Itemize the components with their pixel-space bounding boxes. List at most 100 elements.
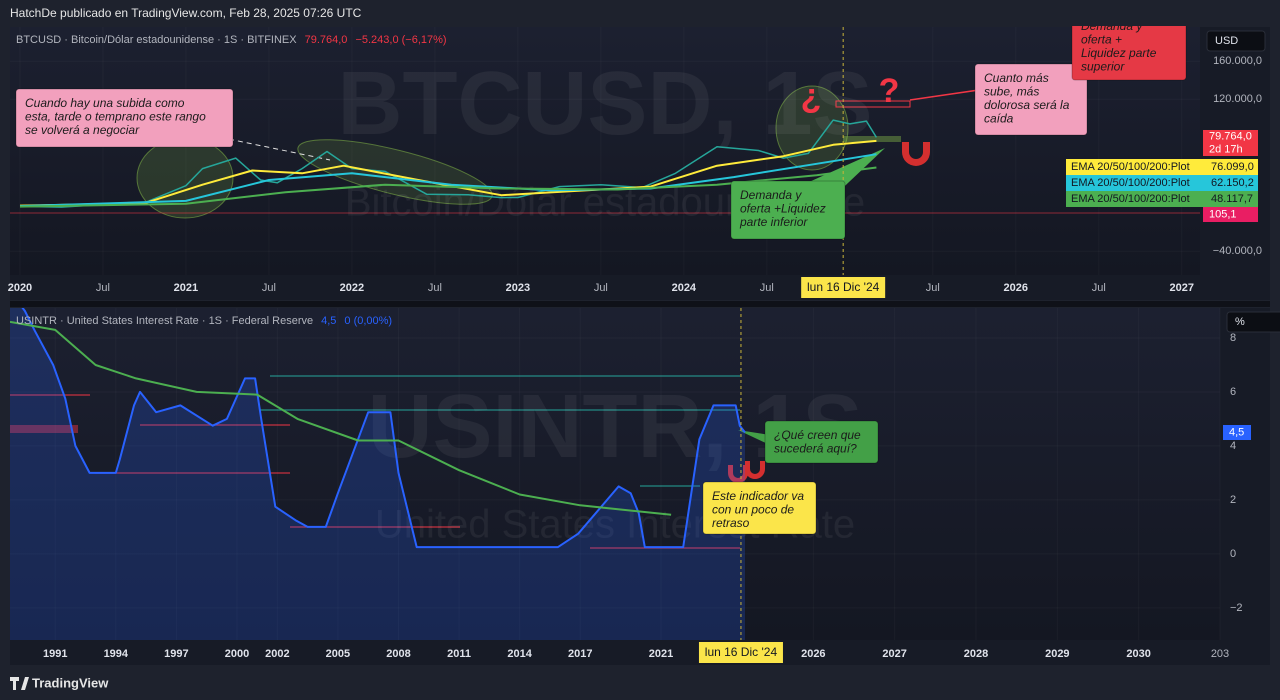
- y-tick-label: 120.000,0: [1213, 93, 1262, 105]
- x-tick-label: 2000: [225, 648, 249, 660]
- symbol: ¿: [801, 77, 822, 115]
- x-tick-label: 2021: [649, 648, 673, 660]
- x-tick-label: 2002: [265, 648, 289, 660]
- annotation-text: Cuanto más: [984, 71, 1049, 85]
- x-tick-label: 2021: [174, 282, 198, 294]
- footer-bar: [0, 668, 1280, 700]
- pane-title-text: USINTR · United States Interest Rate · 1…: [16, 315, 313, 327]
- x-tick-label: Jul: [760, 282, 774, 294]
- y-tick-label: 160.000,0: [1213, 55, 1262, 67]
- level-box: [843, 136, 901, 142]
- badge-name-box: [1066, 159, 1203, 175]
- y-tick-label: 4: [1230, 440, 1236, 452]
- x-tick-label: 2022: [340, 282, 364, 294]
- x-tick-label: 2005: [326, 648, 350, 660]
- x-tick-label: 2028: [964, 648, 988, 660]
- annotation-box: [15, 88, 234, 148]
- x-tick-label: 2030: [1126, 648, 1150, 660]
- badge-label: 76.099,0: [1211, 161, 1254, 173]
- header-bar: [0, 0, 1280, 26]
- zone-ellipse: [136, 137, 234, 219]
- annotation-text: ¿Qué creen que: [774, 428, 861, 442]
- x-tick-label: Jul: [428, 282, 442, 294]
- annotation-text: dolorosa será la: [984, 98, 1070, 112]
- series-group: [10, 308, 746, 640]
- symbol: ?: [879, 72, 900, 110]
- header: HatchDe publicado en TradingView.com, Fe…: [10, 6, 362, 20]
- badge-box: [1203, 130, 1258, 143]
- x-tick-label: 2024: [672, 282, 697, 294]
- badge-label: 4,5: [1229, 426, 1244, 438]
- x-tick-label: 203: [1211, 648, 1229, 660]
- badge-label: 79.764,0: [1209, 130, 1252, 142]
- x-tick-label: 2023: [506, 282, 530, 294]
- annotation-text: caída: [984, 112, 1014, 126]
- x-tick-label: 2026: [1004, 282, 1028, 294]
- annotation-text: Cuando hay una subida como: [25, 96, 185, 110]
- bottom-price-scale: [1220, 308, 1270, 665]
- series-line: [21, 308, 746, 549]
- legend-value: 4,5: [321, 315, 336, 327]
- bottom-time-axis: [10, 640, 1220, 665]
- badge-name: EMA 20/50/100/200:Plot: [1071, 177, 1190, 189]
- annotation-text: Demanda y: [740, 188, 802, 202]
- badge-label: 48.117,7: [1211, 193, 1253, 205]
- cursor-label-box: [801, 277, 886, 298]
- cursor-label-box: [698, 642, 783, 663]
- x-tick-label: 2027: [1170, 282, 1194, 294]
- magnet: [902, 142, 930, 166]
- x-tick-label: Jul: [594, 282, 608, 294]
- annotation-box: [974, 63, 1088, 136]
- badge-box: [1203, 175, 1258, 191]
- x-tick-label: 1994: [104, 648, 129, 660]
- callout-arrow: [738, 430, 770, 445]
- annotation-text: retraso: [712, 516, 750, 530]
- x-tick-label: Jul: [926, 282, 940, 294]
- series-line: [19, 119, 878, 208]
- x-tick-label: 2026: [801, 648, 825, 660]
- unit-button: [1226, 311, 1280, 333]
- unit-label: USD: [1215, 35, 1238, 47]
- annotation-text: oferta +Liquidez: [740, 202, 826, 216]
- badge-label: 2d 17h: [1209, 143, 1243, 155]
- badge-box: [1203, 159, 1258, 175]
- badge-box: [1223, 425, 1251, 440]
- level-box: [835, 100, 911, 108]
- legend-value: 79.764,0: [305, 34, 348, 46]
- annotation-text: superior: [1081, 60, 1125, 74]
- cursor-label: lun 16 Dic '24: [705, 645, 778, 659]
- legend-value: 0 (0,00%): [344, 315, 392, 327]
- cursor-label: lun 16 Dic '24: [807, 280, 880, 294]
- drawing-band: [10, 425, 78, 433]
- pane-title: BTCUSD · Bitcoin/Dólar estadounidense · …: [16, 34, 447, 46]
- top-time-axis: [10, 275, 1200, 300]
- x-tick-label: 2020: [8, 282, 32, 294]
- area: [10, 308, 745, 640]
- annotation-text: sube, más: [984, 85, 1039, 99]
- annotation-box: [702, 481, 817, 535]
- series-line: [19, 166, 877, 208]
- pane-title: USINTR · United States Interest Rate · 1…: [16, 315, 392, 327]
- annotation-box: [764, 420, 879, 464]
- footer-brand: TradingView: [32, 675, 109, 690]
- badge-name: EMA 20/50/100/200:Plot: [1071, 161, 1190, 173]
- footer-logo: [10, 677, 29, 690]
- annotation-text: oferta +: [1081, 33, 1122, 47]
- unit-label: %: [1235, 316, 1245, 328]
- x-tick-label: 2011: [447, 648, 471, 660]
- bottom-pane: [10, 308, 1220, 640]
- x-tick-label: 2008: [386, 648, 410, 660]
- badge-name-box: [1066, 191, 1203, 207]
- x-tick-label: Jul: [96, 282, 110, 294]
- magnet: [728, 461, 765, 483]
- x-tick-label: 2027: [882, 648, 906, 660]
- y-tick-label: 8: [1230, 332, 1236, 344]
- pane-title-text: BTCUSD · Bitcoin/Dólar estadounidense · …: [16, 34, 297, 46]
